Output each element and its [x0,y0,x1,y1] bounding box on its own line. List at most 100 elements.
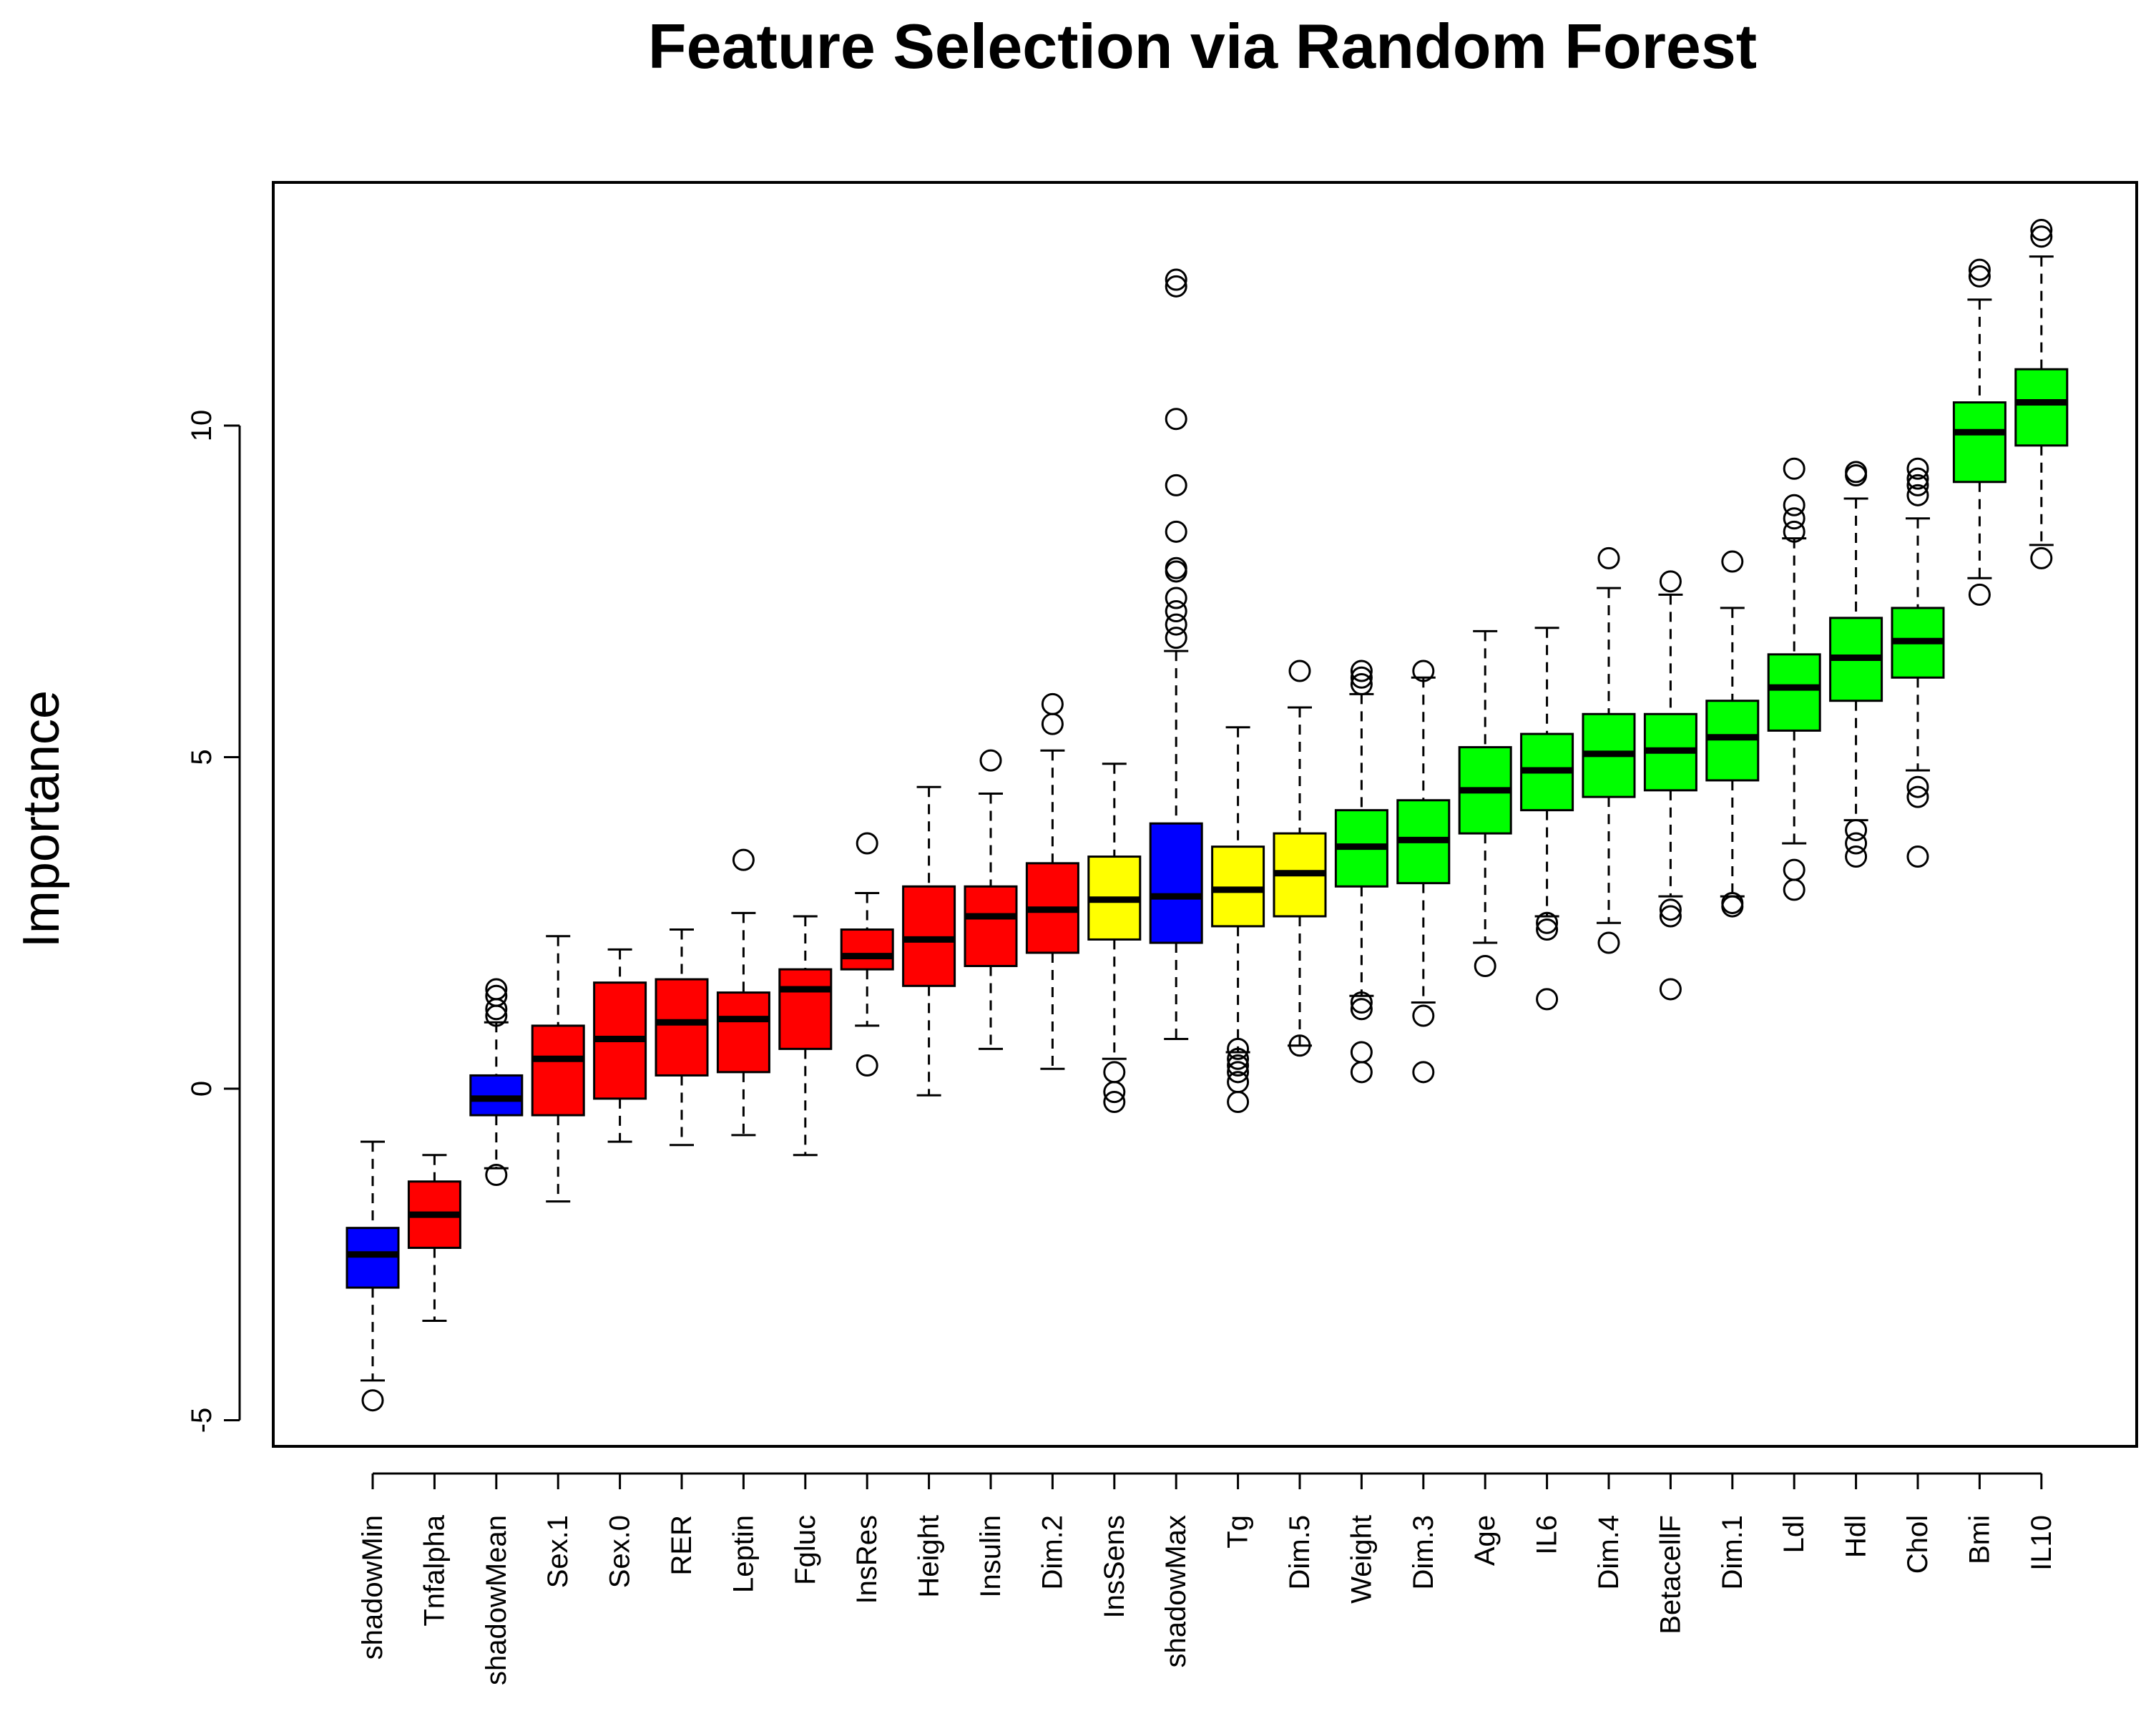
outlier-point [1165,268,1187,291]
box-rer [655,928,709,1147]
iqr-box [2014,368,2069,447]
box-height [902,785,956,1097]
x-tick-label: IL6 [1532,1515,1563,1555]
outlier-point [1597,546,1620,569]
iqr-box [964,885,1018,968]
box-sex-1 [531,935,585,1203]
y-tick-label: 0 [186,1081,217,1097]
iqr-box [716,991,770,1074]
box-fgluc [778,915,833,1157]
iqr-box [840,928,894,971]
x-tick-label: Dim.3 [1408,1515,1439,1589]
box-sex-0 [593,948,647,1143]
x-tick-label: Dim.2 [1037,1515,1068,1589]
outlier-point [1659,905,1682,928]
x-tick-label: Dim.4 [1593,1515,1625,1589]
outlier-point [1165,557,1187,579]
box-hdl [1829,461,1883,868]
outlier-point [2030,546,2053,569]
outlier-point [1227,1091,1250,1114]
outlier-point [1103,1091,1126,1114]
outlier-point [1968,258,1991,281]
outlier-point [1227,1054,1250,1077]
outlier-point [1783,507,1805,530]
box-betacellf [1643,570,1697,1001]
outlier-point [1350,991,1373,1014]
outlier-point [361,1389,384,1412]
outlier-point [1845,818,1868,841]
x-tick-label: Weight [1346,1515,1377,1604]
outlier-point [1536,911,1559,934]
box-shadowmax [1149,268,1203,1040]
outlier-point [1783,858,1805,881]
x-tick-label: IL10 [2026,1515,2057,1571]
box-inssens [1087,763,1142,1114]
outlier-point [1041,692,1064,715]
outlier-point [2030,225,2053,248]
x-tick-label: Dim.1 [1717,1515,1748,1589]
outlier-point [1165,587,1187,609]
outlier-point [1041,712,1064,735]
outlier-point [1597,931,1620,954]
iqr-box [531,1024,585,1117]
x-tick-label: Tnfalpha [418,1514,450,1626]
iqr-box [778,968,833,1050]
outlier-point [1474,955,1496,978]
outlier-point [1845,832,1868,855]
outlier-point [2030,219,2053,242]
x-tick-label: Height [913,1515,945,1598]
box-insulin [964,749,1018,1050]
outlier-point [1968,265,1991,288]
iqr-box [346,1227,400,1289]
x-tick-label: Chol [1902,1515,1934,1574]
x-tick-label: Hdl [1841,1515,1872,1558]
outlier-point [1536,918,1559,941]
x-tick-label: BetacellF [1655,1515,1686,1634]
iqr-box [1705,700,1760,782]
outlier-point [856,832,878,855]
outlier-point [979,749,1002,772]
outlier-point [1350,666,1373,689]
outlier-point [1906,457,1929,480]
outlier-point [1659,898,1682,921]
outlier-point [856,1054,878,1077]
outlier-point [1227,1037,1250,1060]
box-dim-4 [1582,546,1636,954]
outlier-point [1412,1004,1435,1027]
x-tick-label: Sex.1 [542,1515,574,1588]
y-tick-label: -5 [186,1408,217,1433]
x-tick-label: shadowMin [357,1515,388,1659]
x-tick-label: RER [666,1515,697,1575]
outlier-point [1350,673,1373,696]
outlier-point [485,984,508,1007]
x-tick-label: Age [1469,1515,1501,1566]
outlier-point [1412,1061,1435,1084]
x-tick-label: shadowMean [481,1515,512,1685]
iqr-box [655,978,709,1077]
x-tick-label: shadowMax [1160,1515,1192,1667]
outlier-point [1350,660,1373,682]
chart-title: Feature Selection via Random Forest [648,11,1757,82]
outlier-point [1536,988,1559,1011]
outlier-point [1783,457,1805,480]
box-chol [1891,457,1945,868]
outlier-point [1227,1061,1250,1084]
iqr-box [1149,822,1203,944]
outlier-point [1721,891,1744,914]
x-tick-label: Tg [1222,1515,1254,1549]
x-axis: shadowMin Tnfalpha shadowMean Sex.1 Sex.0 RER… [357,1472,2057,1685]
outlier-point [1350,1061,1373,1084]
outlier-point [1412,660,1435,682]
outlier-point [1165,600,1187,623]
outlier-point [1906,484,1929,506]
box-dim-5 [1273,660,1327,1057]
box-il6 [1520,627,1574,1011]
outlier-point [1906,785,1929,808]
box-shadowmean [469,978,524,1187]
y-axis-label: Importance [13,690,70,948]
outlier-point [1165,408,1187,431]
outlier-point [1906,467,1929,490]
box-bmi [1952,258,2006,606]
plot-frame [272,181,2138,1448]
box-insres [840,832,894,1077]
